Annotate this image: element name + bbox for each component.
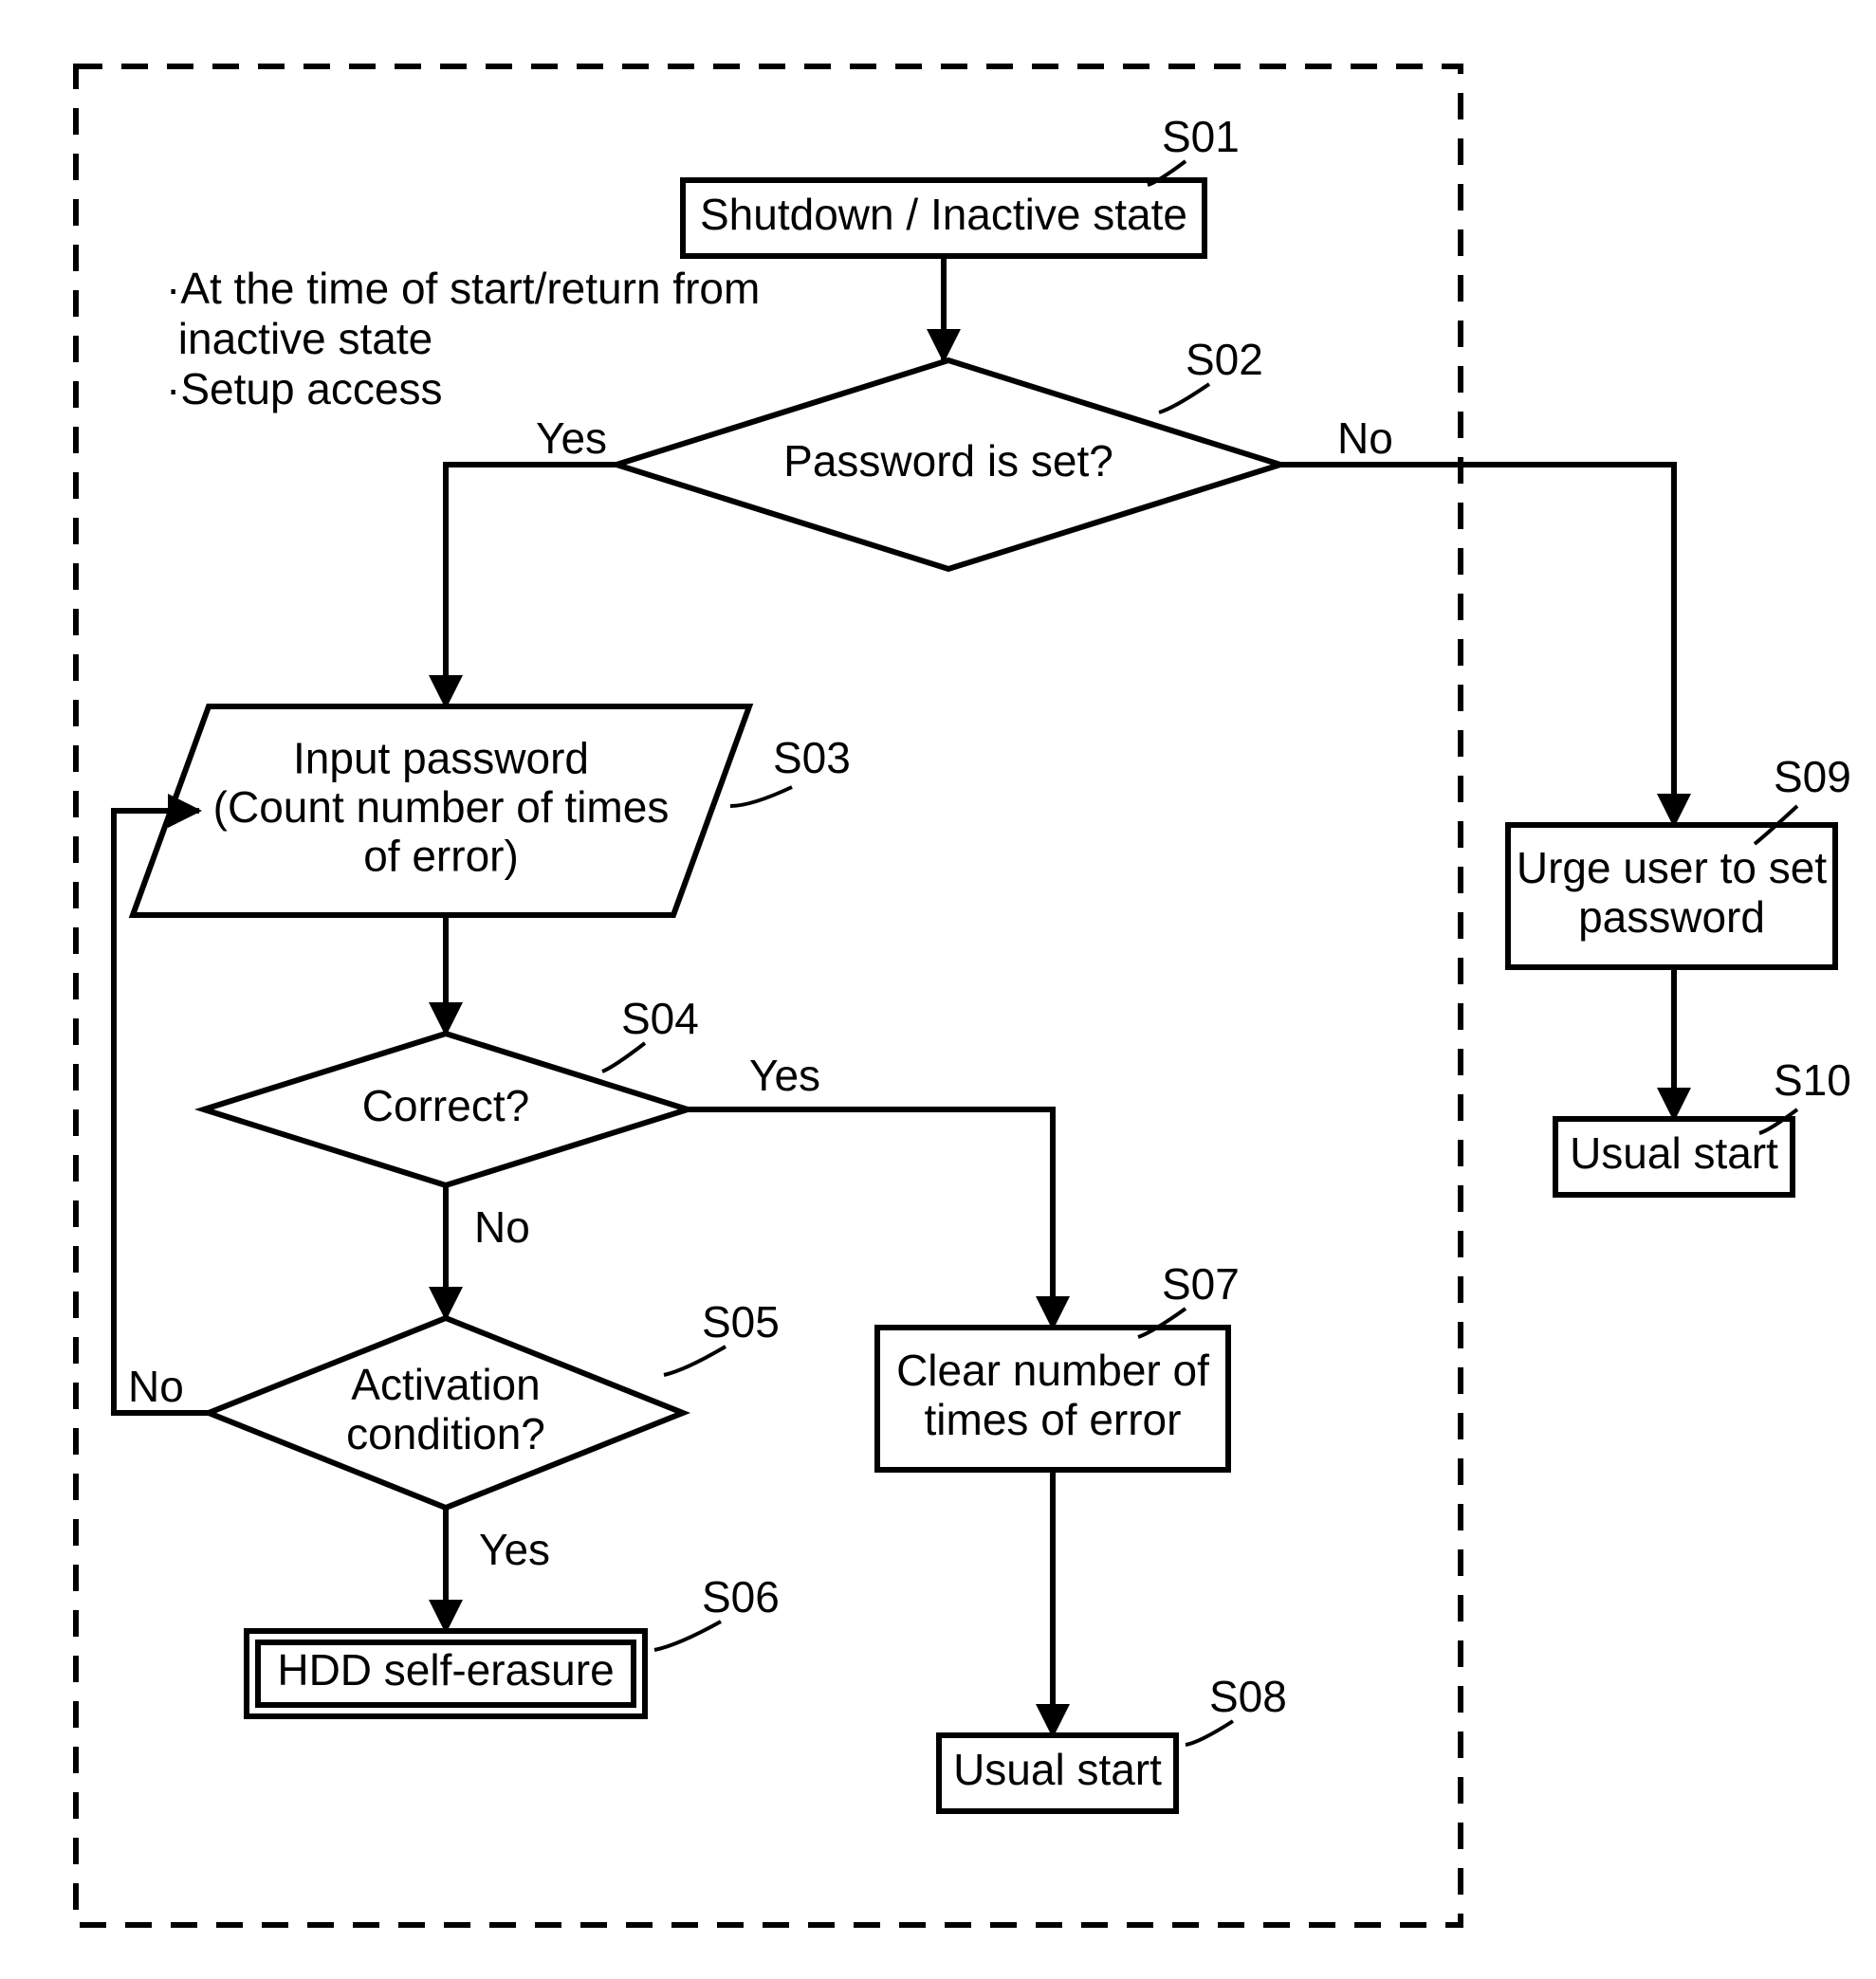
id-lead-s08 bbox=[1186, 1721, 1233, 1745]
node-s04-label: Correct? bbox=[362, 1081, 529, 1130]
annotation-text: ·At the time of start/return from inacti… bbox=[166, 264, 760, 413]
id-lead-s06 bbox=[654, 1622, 721, 1650]
flowchart-canvas: ·At the time of start/return from inacti… bbox=[0, 0, 1876, 1979]
id-lead-s02 bbox=[1159, 384, 1209, 412]
edge-label-s05-s06: Yes bbox=[479, 1525, 550, 1574]
node-s01-label: Shutdown / Inactive state bbox=[700, 190, 1187, 239]
id-label-s07: S07 bbox=[1162, 1259, 1240, 1309]
node-s02-label: Password is set? bbox=[783, 436, 1113, 486]
id-lead-s05 bbox=[664, 1347, 726, 1375]
id-lead-s04 bbox=[602, 1043, 645, 1072]
node-s05-label: Activationcondition? bbox=[346, 1360, 545, 1458]
edge-label-s05-s03: No bbox=[128, 1362, 184, 1411]
node-s06-label: HDD self-erasure bbox=[277, 1645, 614, 1695]
id-label-s02: S02 bbox=[1186, 335, 1263, 384]
id-label-s09: S09 bbox=[1774, 752, 1851, 801]
id-label-s01: S01 bbox=[1162, 112, 1240, 161]
id-label-s05: S05 bbox=[702, 1297, 780, 1347]
edge-label-s04-s05: No bbox=[474, 1202, 530, 1252]
edge-label-s02-s03: Yes bbox=[536, 413, 607, 463]
node-s08-label: Usual start bbox=[953, 1745, 1162, 1794]
id-label-s04: S04 bbox=[621, 994, 699, 1043]
node-s10-label: Usual start bbox=[1570, 1128, 1778, 1178]
id-label-s08: S08 bbox=[1209, 1672, 1287, 1721]
edge-s02-s09 bbox=[1280, 465, 1674, 825]
id-lead-s03 bbox=[730, 787, 792, 806]
id-label-s06: S06 bbox=[702, 1572, 780, 1622]
edge-label-s04-s07: Yes bbox=[749, 1051, 820, 1100]
edge-s04-s07 bbox=[688, 1109, 1053, 1328]
edge-label-s02-s09: No bbox=[1337, 413, 1393, 463]
id-label-s03: S03 bbox=[773, 733, 851, 782]
id-label-s10: S10 bbox=[1774, 1055, 1851, 1105]
edge-s02-s03 bbox=[446, 465, 616, 706]
node-s07-label: Clear number oftimes of error bbox=[896, 1346, 1209, 1444]
